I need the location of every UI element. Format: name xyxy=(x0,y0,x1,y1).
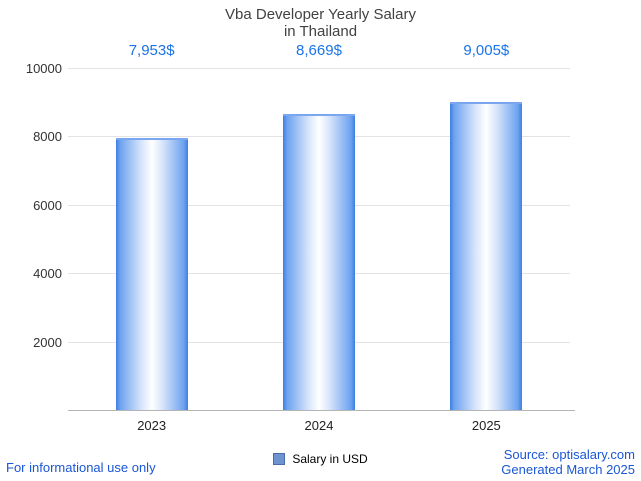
source-attribution: Source: optisalary.com Generated March 2… xyxy=(501,447,635,477)
generated-date: Generated March 2025 xyxy=(501,462,635,477)
gridline xyxy=(68,68,570,69)
legend-marker-icon xyxy=(273,453,286,465)
bar-2025[interactable] xyxy=(450,102,523,410)
disclaimer-text: For informational use only xyxy=(6,460,156,475)
y-axis-tick-label: 4000 xyxy=(33,266,62,282)
plot-area: 2000 4000 6000 8000 10000 7,953$ 2023 8,669$ 202… xyxy=(26,42,570,433)
y-axis-tick-label: 6000 xyxy=(33,197,62,213)
bar-2023[interactable] xyxy=(115,138,188,410)
chart-title-line1: Vba Developer Yearly Salary xyxy=(225,6,416,23)
bar-value-label-2025: 9,005$ xyxy=(463,42,510,59)
x-axis-tick-label-2023: 2023 xyxy=(137,418,167,433)
chart-title: Vba Developer Yearly Salary in Thailand xyxy=(0,6,641,40)
source-link[interactable]: Source: optisalary.com xyxy=(503,447,635,462)
bar-value-label-2023: 7,953$ xyxy=(128,42,175,59)
bar-2024[interactable] xyxy=(283,113,355,410)
chart-title-line2: in Thailand xyxy=(283,23,358,40)
x-axis-line xyxy=(68,410,575,411)
chart-legend: Salary in USD xyxy=(0,452,641,466)
bar-value-label-2024: 8,669$ xyxy=(296,42,342,59)
x-axis-tick-label-2024: 2024 xyxy=(304,418,334,433)
y-axis-tick-label: 2000 xyxy=(33,334,62,350)
x-axis-tick-label-2025: 2025 xyxy=(471,418,501,433)
legend-label: Salary in USD xyxy=(292,452,368,466)
y-axis-tick-label: 10000 xyxy=(25,61,62,76)
y-axis-tick-label: 8000 xyxy=(33,129,62,145)
